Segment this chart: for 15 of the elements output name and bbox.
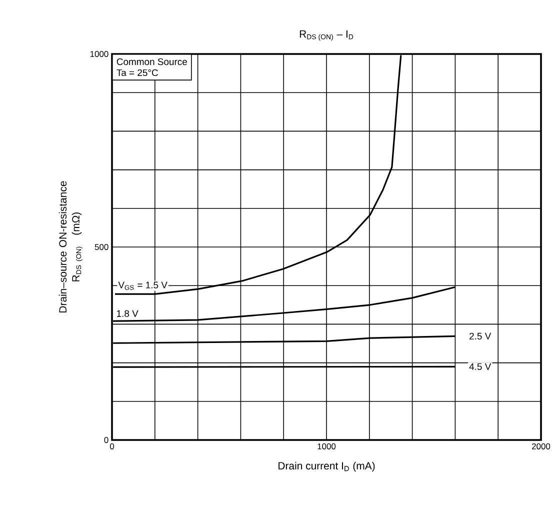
annotation: Ta = 25°C <box>116 69 158 76</box>
chart-title: $\mbox{R}_{\mbox{\scriptsize DS (ON)}}\mbox{ – I}_{\mbox{\scriptsize D}}$ <box>300 30 354 41</box>
x-tick-label: 2000 <box>532 443 550 450</box>
y-tick-label: 500 <box>94 244 108 250</box>
series-label: 2.5 V <box>470 332 492 340</box>
y-tick-label: 1000 <box>90 51 108 57</box>
x-tick-label: 1000 <box>318 443 336 450</box>
annotation: Common Source <box>116 58 187 66</box>
x-tick-label: 0 <box>110 443 114 450</box>
x-axis-title: Drain current I$_{D}$ (mA) <box>278 462 375 472</box>
series-label: 4.5 V <box>469 363 492 370</box>
y-axis-title: $\begin{array}{c}\mbox{Drain–source ON-resistance}\\ \mbox{R}_{\mbox{\scriptsize DS (ON)}}\mbox{\quad (mΩ)}\end{array}$ <box>58 181 82 312</box>
y-tick-label: 0 <box>104 437 108 443</box>
series-label: 1.8 V <box>116 310 138 317</box>
series-label: V$_{GS}$ = 1.5 V <box>118 282 168 290</box>
